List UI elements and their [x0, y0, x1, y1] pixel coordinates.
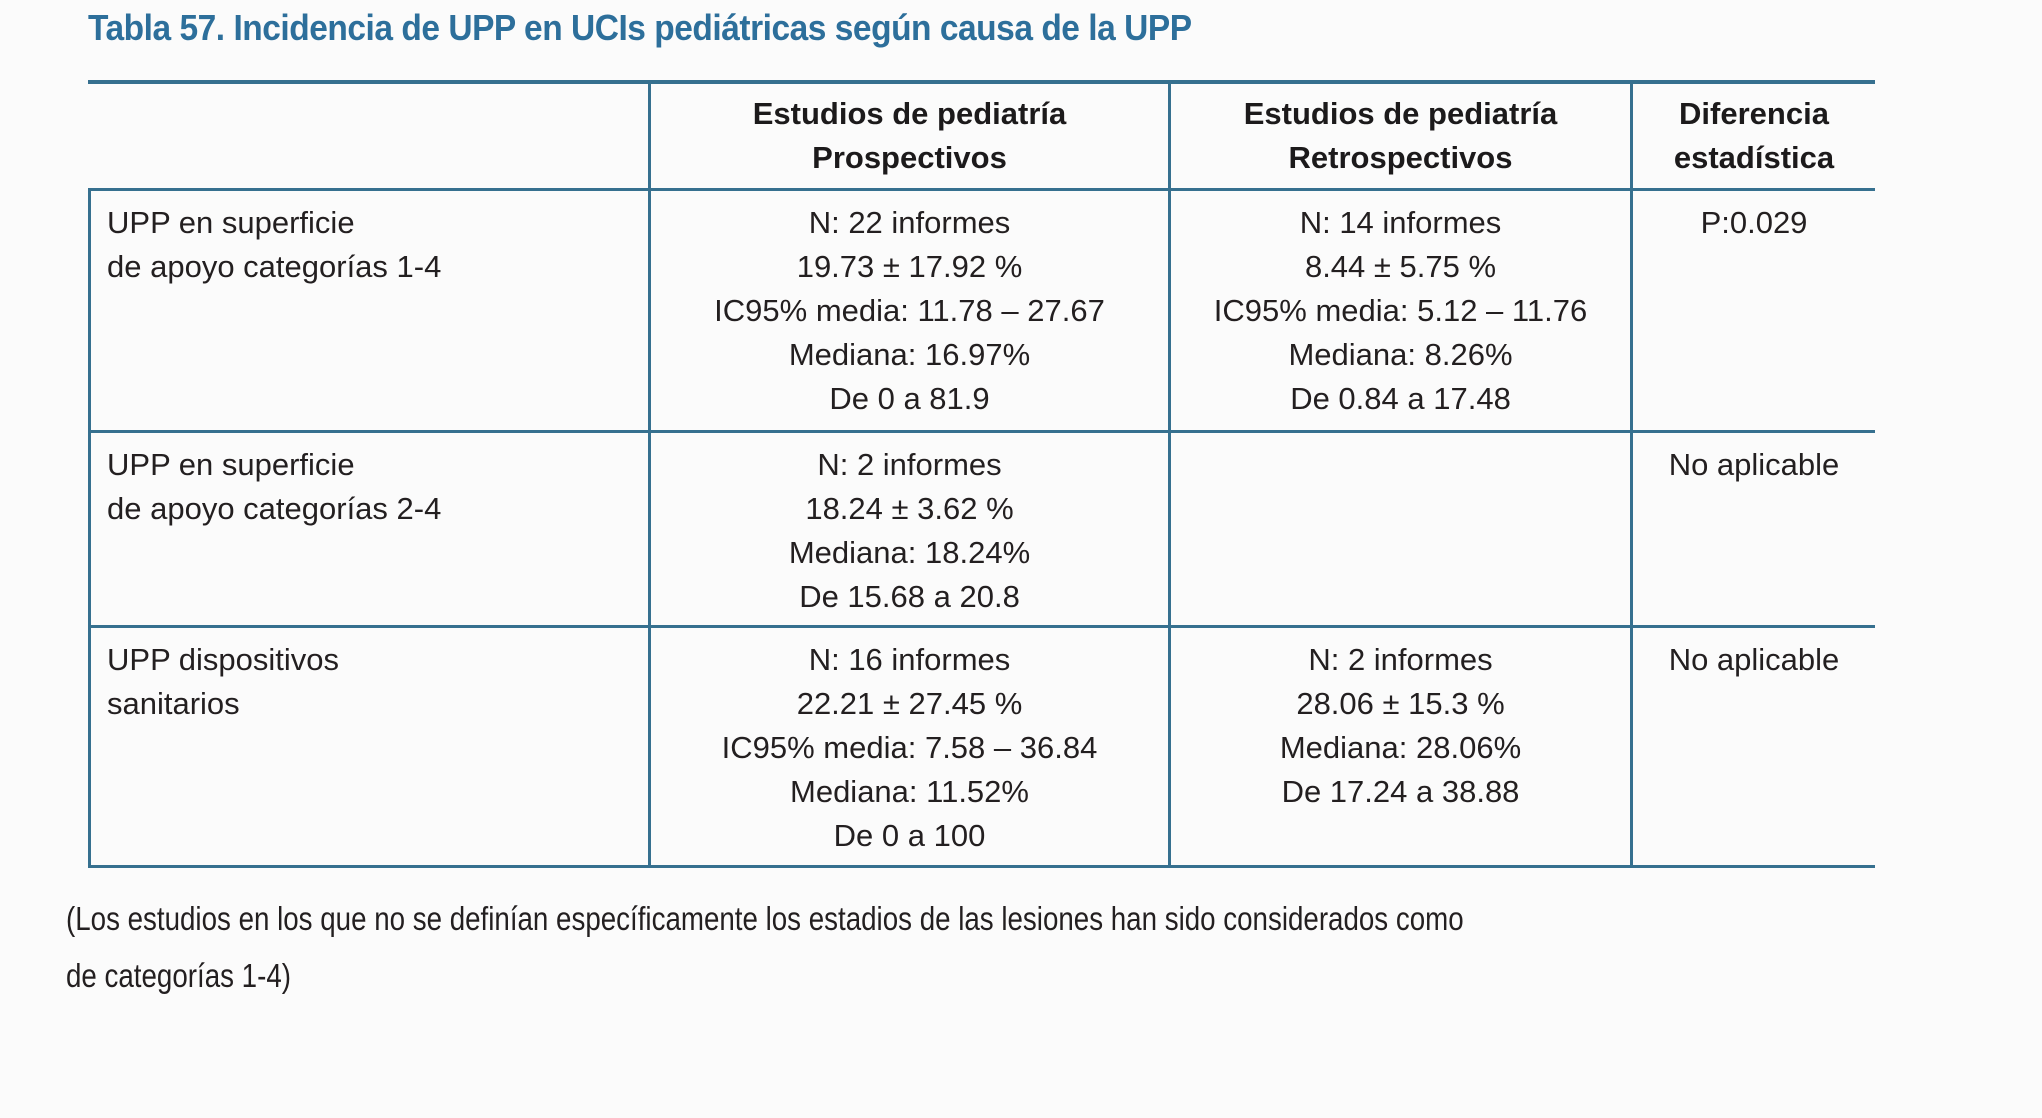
cell-prospectivos: N: 22 informes 19.73 ± 17.92 % IC95% med…	[648, 191, 1168, 430]
cell-diferencia: P:0.029	[1630, 191, 1875, 430]
header-cell-diferencia: Diferencia estadística	[1630, 84, 1875, 188]
row-label: UPP en superficie de apoyo categorías 2-…	[88, 433, 648, 625]
table-row: UPP en superficie de apoyo categorías 2-…	[88, 430, 1875, 625]
incidence-table: Estudios de pediatría Prospectivos Estud…	[88, 80, 1875, 868]
table-header-row: Estudios de pediatría Prospectivos Estud…	[88, 84, 1875, 188]
row-label: UPP en superficie de apoyo categorías 1-…	[88, 191, 648, 430]
table-row: UPP en superficie de apoyo categorías 1-…	[88, 188, 1875, 430]
table-footnote: (Los estudios en los que no se definían …	[66, 900, 1464, 994]
row-label: UPP dispositivos sanitarios	[88, 628, 648, 865]
cell-retrospectivos: N: 14 informes 8.44 ± 5.75 % IC95% media…	[1168, 191, 1630, 430]
cell-prospectivos: N: 16 informes 22.21 ± 27.45 % IC95% med…	[648, 628, 1168, 865]
cell-diferencia: No aplicable	[1630, 628, 1875, 865]
header-cell-prospectivos: Estudios de pediatría Prospectivos	[648, 84, 1168, 188]
cell-retrospectivos	[1168, 433, 1630, 625]
cell-diferencia: No aplicable	[1630, 433, 1875, 625]
header-cell-empty	[88, 84, 648, 188]
table-title: Tabla 57. Incidencia de UPP en UCIs pedi…	[88, 7, 1192, 48]
cell-retrospectivos: N: 2 informes 28.06 ± 15.3 % Mediana: 28…	[1168, 628, 1630, 865]
table-row: UPP dispositivos sanitarios N: 16 inform…	[88, 625, 1875, 865]
cell-prospectivos: N: 2 informes 18.24 ± 3.62 % Mediana: 18…	[648, 433, 1168, 625]
header-cell-retrospectivos: Estudios de pediatría Retrospectivos	[1168, 84, 1630, 188]
